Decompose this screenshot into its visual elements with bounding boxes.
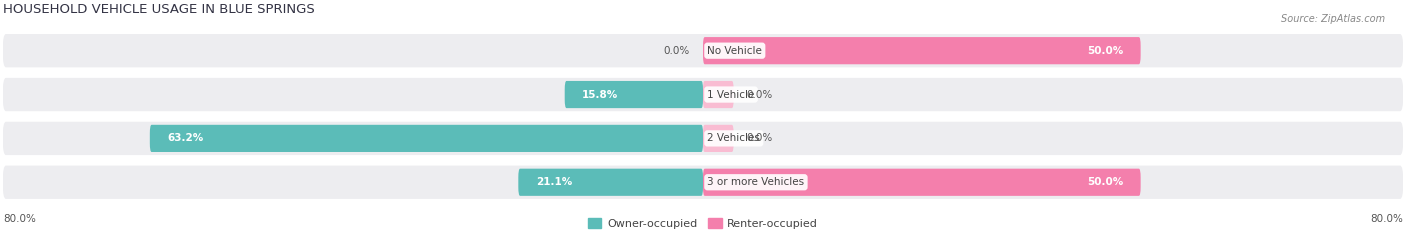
Text: Source: ZipAtlas.com: Source: ZipAtlas.com	[1281, 14, 1385, 24]
Text: 50.0%: 50.0%	[1087, 177, 1123, 187]
FancyBboxPatch shape	[3, 166, 1403, 199]
Text: 63.2%: 63.2%	[167, 133, 204, 143]
FancyBboxPatch shape	[703, 169, 1140, 196]
Text: No Vehicle: No Vehicle	[707, 46, 762, 56]
Text: 3 or more Vehicles: 3 or more Vehicles	[707, 177, 804, 187]
Text: 0.0%: 0.0%	[664, 46, 690, 56]
Text: 0.0%: 0.0%	[747, 133, 773, 143]
FancyBboxPatch shape	[3, 122, 1403, 155]
Text: 15.8%: 15.8%	[582, 90, 619, 99]
Legend: Owner-occupied, Renter-occupied: Owner-occupied, Renter-occupied	[583, 214, 823, 233]
FancyBboxPatch shape	[703, 81, 734, 108]
Text: 80.0%: 80.0%	[1371, 214, 1403, 224]
FancyBboxPatch shape	[3, 34, 1403, 67]
FancyBboxPatch shape	[519, 169, 703, 196]
FancyBboxPatch shape	[703, 125, 734, 152]
FancyBboxPatch shape	[3, 78, 1403, 111]
Text: 2 Vehicles: 2 Vehicles	[707, 133, 761, 143]
Text: 80.0%: 80.0%	[3, 214, 35, 224]
FancyBboxPatch shape	[150, 125, 703, 152]
Text: 50.0%: 50.0%	[1087, 46, 1123, 56]
Text: 0.0%: 0.0%	[747, 90, 773, 99]
Text: HOUSEHOLD VEHICLE USAGE IN BLUE SPRINGS: HOUSEHOLD VEHICLE USAGE IN BLUE SPRINGS	[3, 3, 315, 16]
Text: 21.1%: 21.1%	[536, 177, 572, 187]
FancyBboxPatch shape	[565, 81, 703, 108]
FancyBboxPatch shape	[703, 37, 1140, 64]
Text: 1 Vehicle: 1 Vehicle	[707, 90, 755, 99]
